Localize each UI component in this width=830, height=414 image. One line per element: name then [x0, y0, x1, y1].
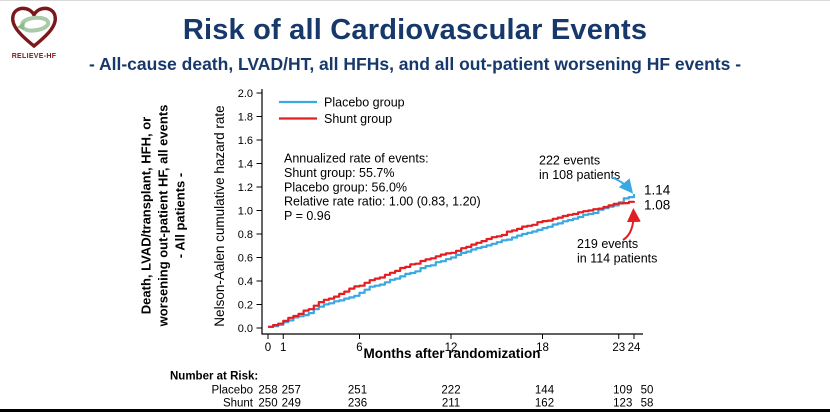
risk-row-label: Shunt [223, 398, 254, 410]
shunt-events-line1: 219 events [577, 237, 638, 251]
risk-value: 257 [282, 385, 301, 397]
x-tick-label: 24 [628, 342, 641, 354]
rates-note-line5: P = 0.96 [284, 209, 331, 223]
risk-row-label: Placebo [211, 385, 253, 397]
rates-note-line3: Placebo group: 56.0% [284, 180, 407, 194]
y-tick-label: 1.6 [238, 135, 253, 147]
y-tick-label: 1.0 [238, 205, 253, 217]
series-curve-placebo [268, 194, 636, 328]
legend-label-placebo: Placebo group [324, 96, 405, 110]
bottom-divider [0, 409, 830, 412]
risk-value: 250 [258, 398, 277, 410]
x-tick-label: 6 [356, 342, 362, 354]
risk-value: 144 [535, 385, 555, 397]
y-tick-label: 1.4 [238, 158, 253, 170]
risk-table-header: Number at Risk: [170, 371, 258, 383]
page-subtitle: - All-cause death, LVAD/HT, all HFHs, an… [88, 54, 742, 74]
y-tick-label: 0.4 [238, 276, 253, 288]
y-tick-label: 0.6 [238, 252, 253, 264]
risk-value: 162 [535, 398, 554, 410]
placebo-end-value: 1.14 [644, 183, 671, 198]
risk-value: 58 [641, 398, 654, 410]
heart-outline [11, 6, 57, 49]
risk-value: 123 [613, 398, 632, 410]
risk-value: 236 [348, 398, 367, 410]
shunt-annotation-arrow [622, 208, 641, 241]
logo-text: RELIEVE-HF [11, 53, 57, 60]
x-tick-label: 23 [612, 342, 625, 354]
y-tick-label: 1.2 [238, 182, 253, 194]
x-tick-label: 0 [265, 342, 271, 354]
axis-lines [261, 89, 643, 335]
green-swoosh-icon [20, 15, 50, 33]
y-tick-label: 2.0 [238, 88, 253, 100]
x-tick-label: 12 [445, 342, 458, 354]
risk-value: 50 [641, 385, 654, 397]
y-tick-label: 0.0 [238, 323, 253, 335]
x-tick-label: 1 [280, 342, 286, 354]
legend-label-shunt: Shunt group [324, 112, 392, 126]
placebo-events-line1: 222 events [539, 154, 600, 168]
green-swoosh-arrowhead [17, 21, 25, 31]
relieve-hf-logo: RELIEVE-HF [4, 3, 64, 60]
y-tick-label: 1.8 [238, 111, 253, 123]
y-tick-label: 0.2 [238, 299, 253, 311]
chart-generated-layer: 0.0 0.2 0.4 0.6 0.8 1.0 1.2 1.4 1.6 1.8 2.0 0 1 6 12 18… [211, 88, 653, 410]
heart-logo-icon [11, 6, 57, 49]
risk-value: 211 [442, 398, 460, 410]
series-curve-shunt [268, 200, 636, 328]
placebo-annotation-arrow [610, 176, 634, 194]
risk-value: 251 [348, 385, 367, 397]
shunt-end-value: 1.08 [644, 198, 670, 213]
risk-value: 249 [282, 398, 301, 410]
risk-value: 222 [441, 385, 460, 397]
page-title: Risk of all Cardiovascular Events [182, 14, 648, 46]
risk-value: 109 [613, 385, 632, 397]
risk-value: 258 [258, 385, 277, 397]
y-tick-label: 0.8 [238, 229, 253, 241]
placebo-events-line2: in 108 patients [539, 168, 620, 182]
x-axis-title: Months after randomization [363, 346, 540, 361]
rates-note-line4: Relative rate ratio: 1.00 (0.83, 1.20) [284, 195, 481, 209]
x-tick-label: 18 [536, 342, 549, 354]
rates-note-line2: Shunt group: 55.7% [284, 166, 395, 180]
rates-note-line1: Annualized rate of events: [284, 152, 429, 166]
shunt-events-line2: in 114 patients [577, 251, 657, 265]
